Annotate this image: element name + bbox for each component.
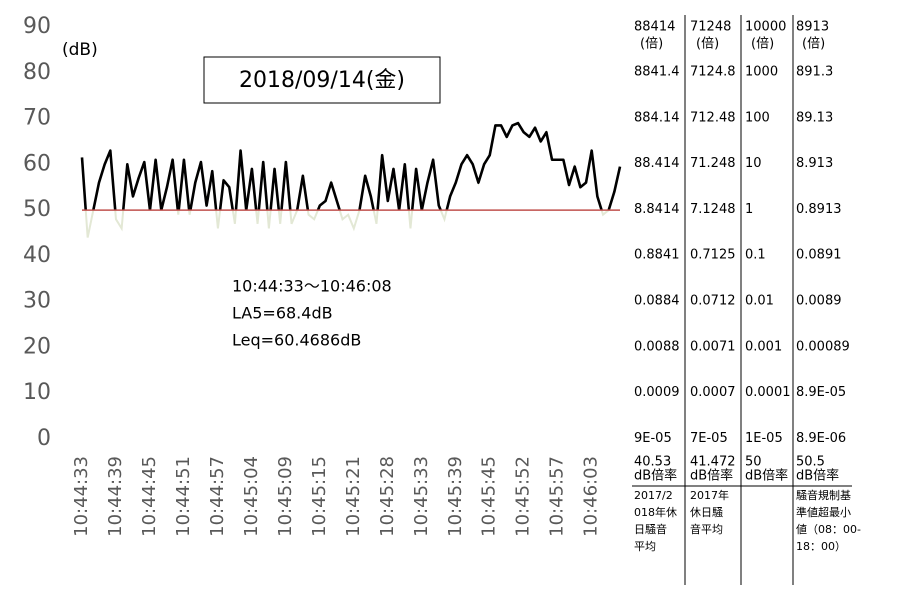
table-header: 8913 bbox=[796, 20, 829, 35]
table-note: 2017年 bbox=[690, 488, 729, 502]
table-cell: 0.0088 bbox=[634, 339, 680, 354]
y-tick-label: 90 bbox=[23, 14, 51, 39]
table-note: 18：00） bbox=[796, 540, 846, 553]
table-cell: 89.13 bbox=[796, 110, 833, 125]
table-header: (倍) bbox=[696, 37, 719, 52]
table-cell: 0.01 bbox=[745, 294, 774, 309]
table-header: (倍) bbox=[640, 37, 663, 52]
table-cell: 8.9E-05 bbox=[796, 385, 846, 400]
x-tick-label: 10:45:04 bbox=[241, 456, 262, 537]
y-tick-label: 10 bbox=[23, 380, 51, 405]
table-cell: 0.0009 bbox=[634, 385, 680, 400]
y-tick-label: 80 bbox=[23, 60, 51, 85]
x-tick-label: 10:45:09 bbox=[275, 456, 296, 537]
x-tick-label: 10:45:39 bbox=[445, 456, 466, 537]
table-cell: 1000 bbox=[745, 65, 778, 80]
table-header: (倍) bbox=[802, 37, 825, 52]
x-tick-label: 10:45:57 bbox=[547, 456, 568, 537]
x-tick-label: 10:45:28 bbox=[377, 456, 398, 537]
x-tick-label: 10:44:39 bbox=[105, 456, 126, 537]
x-tick-label: 10:44:51 bbox=[173, 456, 194, 537]
table-cell: 0.0891 bbox=[796, 248, 842, 263]
table-note: 音平均 bbox=[690, 522, 723, 536]
y-tick-label: 60 bbox=[23, 151, 51, 176]
table-note: 平均 bbox=[634, 540, 656, 553]
table-cell: 88.414 bbox=[634, 156, 680, 171]
table-cell: 1 bbox=[745, 202, 753, 217]
table-header: 71248 bbox=[690, 20, 731, 35]
table-cell: 0.001 bbox=[745, 339, 782, 354]
table-cell: 100 bbox=[745, 110, 770, 125]
table-cell: 8841.4 bbox=[634, 65, 680, 80]
table-cell: 0.8841 bbox=[634, 248, 680, 263]
table-cell: 0.0007 bbox=[690, 385, 736, 400]
table-unit: dB倍率 bbox=[634, 468, 677, 484]
table-cell: 0.0884 bbox=[634, 294, 680, 309]
table-cell: 7.1248 bbox=[690, 202, 736, 217]
y-tick-label: 50 bbox=[23, 197, 51, 222]
table-cell: 891.3 bbox=[796, 65, 833, 80]
y-tick-label: 0 bbox=[37, 426, 51, 451]
x-tick-label: 10:45:15 bbox=[309, 456, 330, 537]
unit-label: (dB) bbox=[62, 40, 98, 60]
table-base: 41.472 bbox=[690, 455, 736, 470]
table-cell: 0.0089 bbox=[796, 294, 842, 309]
date-box bbox=[203, 56, 441, 104]
x-tick-label: 10:46:03 bbox=[581, 456, 602, 537]
table-cell: 71.248 bbox=[690, 156, 736, 171]
table-cell: 7E-05 bbox=[690, 431, 728, 446]
y-tick-label: 40 bbox=[23, 243, 51, 268]
table-cell: 0.0712 bbox=[690, 294, 736, 309]
table-cell: 0.00089 bbox=[796, 339, 850, 354]
table-header: 10000 bbox=[745, 20, 786, 35]
table-base: 40.53 bbox=[634, 455, 671, 470]
table-note: 準値超最小 bbox=[796, 505, 851, 519]
table-cell: 0.7125 bbox=[690, 248, 736, 263]
table-cell: 8.8414 bbox=[634, 202, 680, 217]
table-note: 018年休 bbox=[634, 505, 677, 519]
table-note: 休日騒 bbox=[690, 506, 723, 519]
table-note: 騒音規制基 bbox=[796, 488, 851, 502]
table-cell: 884.14 bbox=[634, 110, 680, 125]
annotation: LA5=68.4dB bbox=[232, 304, 333, 323]
x-tick-label: 10:44:45 bbox=[139, 456, 160, 537]
table-cell: 0.0071 bbox=[690, 339, 736, 354]
table-header: (倍) bbox=[751, 37, 774, 52]
table-cell: 712.48 bbox=[690, 110, 736, 125]
x-tick-label: 10:44:33 bbox=[71, 456, 92, 537]
table-cell: 0.8913 bbox=[796, 202, 842, 217]
x-tick-label: 10:44:57 bbox=[207, 456, 228, 537]
table-cell: 10 bbox=[745, 156, 762, 171]
table-cell: 8.913 bbox=[796, 156, 833, 171]
table-note: 2017/2 bbox=[634, 489, 673, 502]
x-tick-label: 10:45:45 bbox=[479, 456, 500, 537]
table-cell: 1E-05 bbox=[745, 431, 783, 446]
table-unit: dB倍率 bbox=[796, 468, 839, 484]
lines bbox=[80, 121, 622, 238]
series-line bbox=[80, 121, 622, 211]
table-header: 88414 bbox=[634, 20, 675, 35]
table-note: 日騒音 bbox=[634, 522, 667, 536]
annotation: 10:44:33～10:46:08 bbox=[232, 277, 392, 296]
table-cell: 0.1 bbox=[745, 248, 766, 263]
y-tick-label: 20 bbox=[23, 334, 51, 359]
table-base: 50.5 bbox=[796, 455, 825, 470]
x-tick-label: 10:45:33 bbox=[411, 456, 432, 537]
table-note: 値（08：00- bbox=[796, 523, 861, 536]
table-unit: dB倍率 bbox=[690, 468, 733, 484]
table-base: 50 bbox=[745, 455, 762, 470]
x-tick-label: 10:45:52 bbox=[513, 456, 534, 537]
table-cell: 0.0001 bbox=[745, 385, 791, 400]
table-cell: 7124.8 bbox=[690, 65, 736, 80]
date-label: 2018/09/14(金) bbox=[239, 68, 405, 93]
y-tick-label: 30 bbox=[23, 289, 51, 314]
table-unit: dB倍率 bbox=[745, 468, 788, 484]
table-cell: 8.9E-06 bbox=[796, 431, 846, 446]
x-tick-label: 10:45:21 bbox=[343, 456, 364, 537]
annotation: Leq=60.4686dB bbox=[232, 331, 361, 350]
table-cell: 9E-05 bbox=[634, 431, 672, 446]
y-tick-label: 70 bbox=[23, 106, 51, 131]
